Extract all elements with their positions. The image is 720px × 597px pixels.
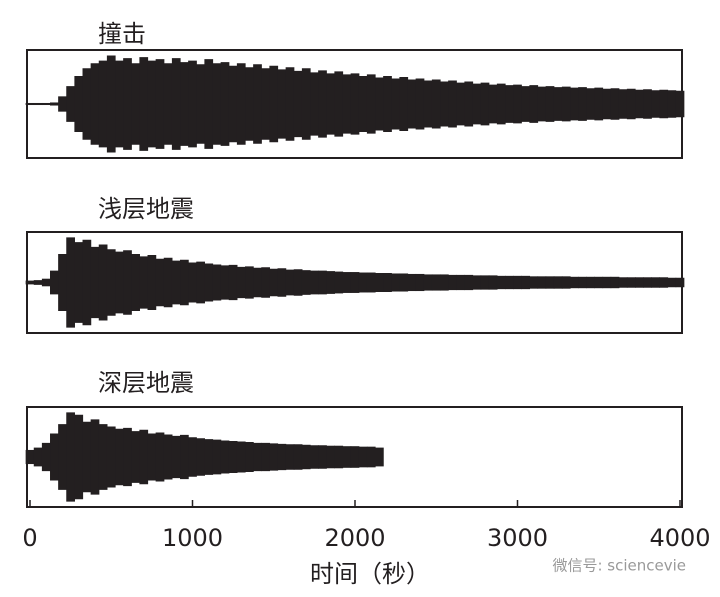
panel-title: 撞击 bbox=[98, 20, 146, 48]
panel-title: 深层地震 bbox=[98, 369, 194, 397]
x-tick-label: 0 bbox=[22, 524, 37, 552]
x-tick-label: 1000 bbox=[162, 524, 223, 552]
panel-title: 浅层地震 bbox=[98, 195, 194, 223]
watermark: 微信号: sciencevie bbox=[552, 557, 686, 575]
x-axis-label: 时间（秒） bbox=[310, 560, 430, 588]
x-tick-label: 3000 bbox=[487, 524, 548, 552]
x-tick-label: 4000 bbox=[649, 524, 710, 552]
x-tick-label: 2000 bbox=[324, 524, 385, 552]
